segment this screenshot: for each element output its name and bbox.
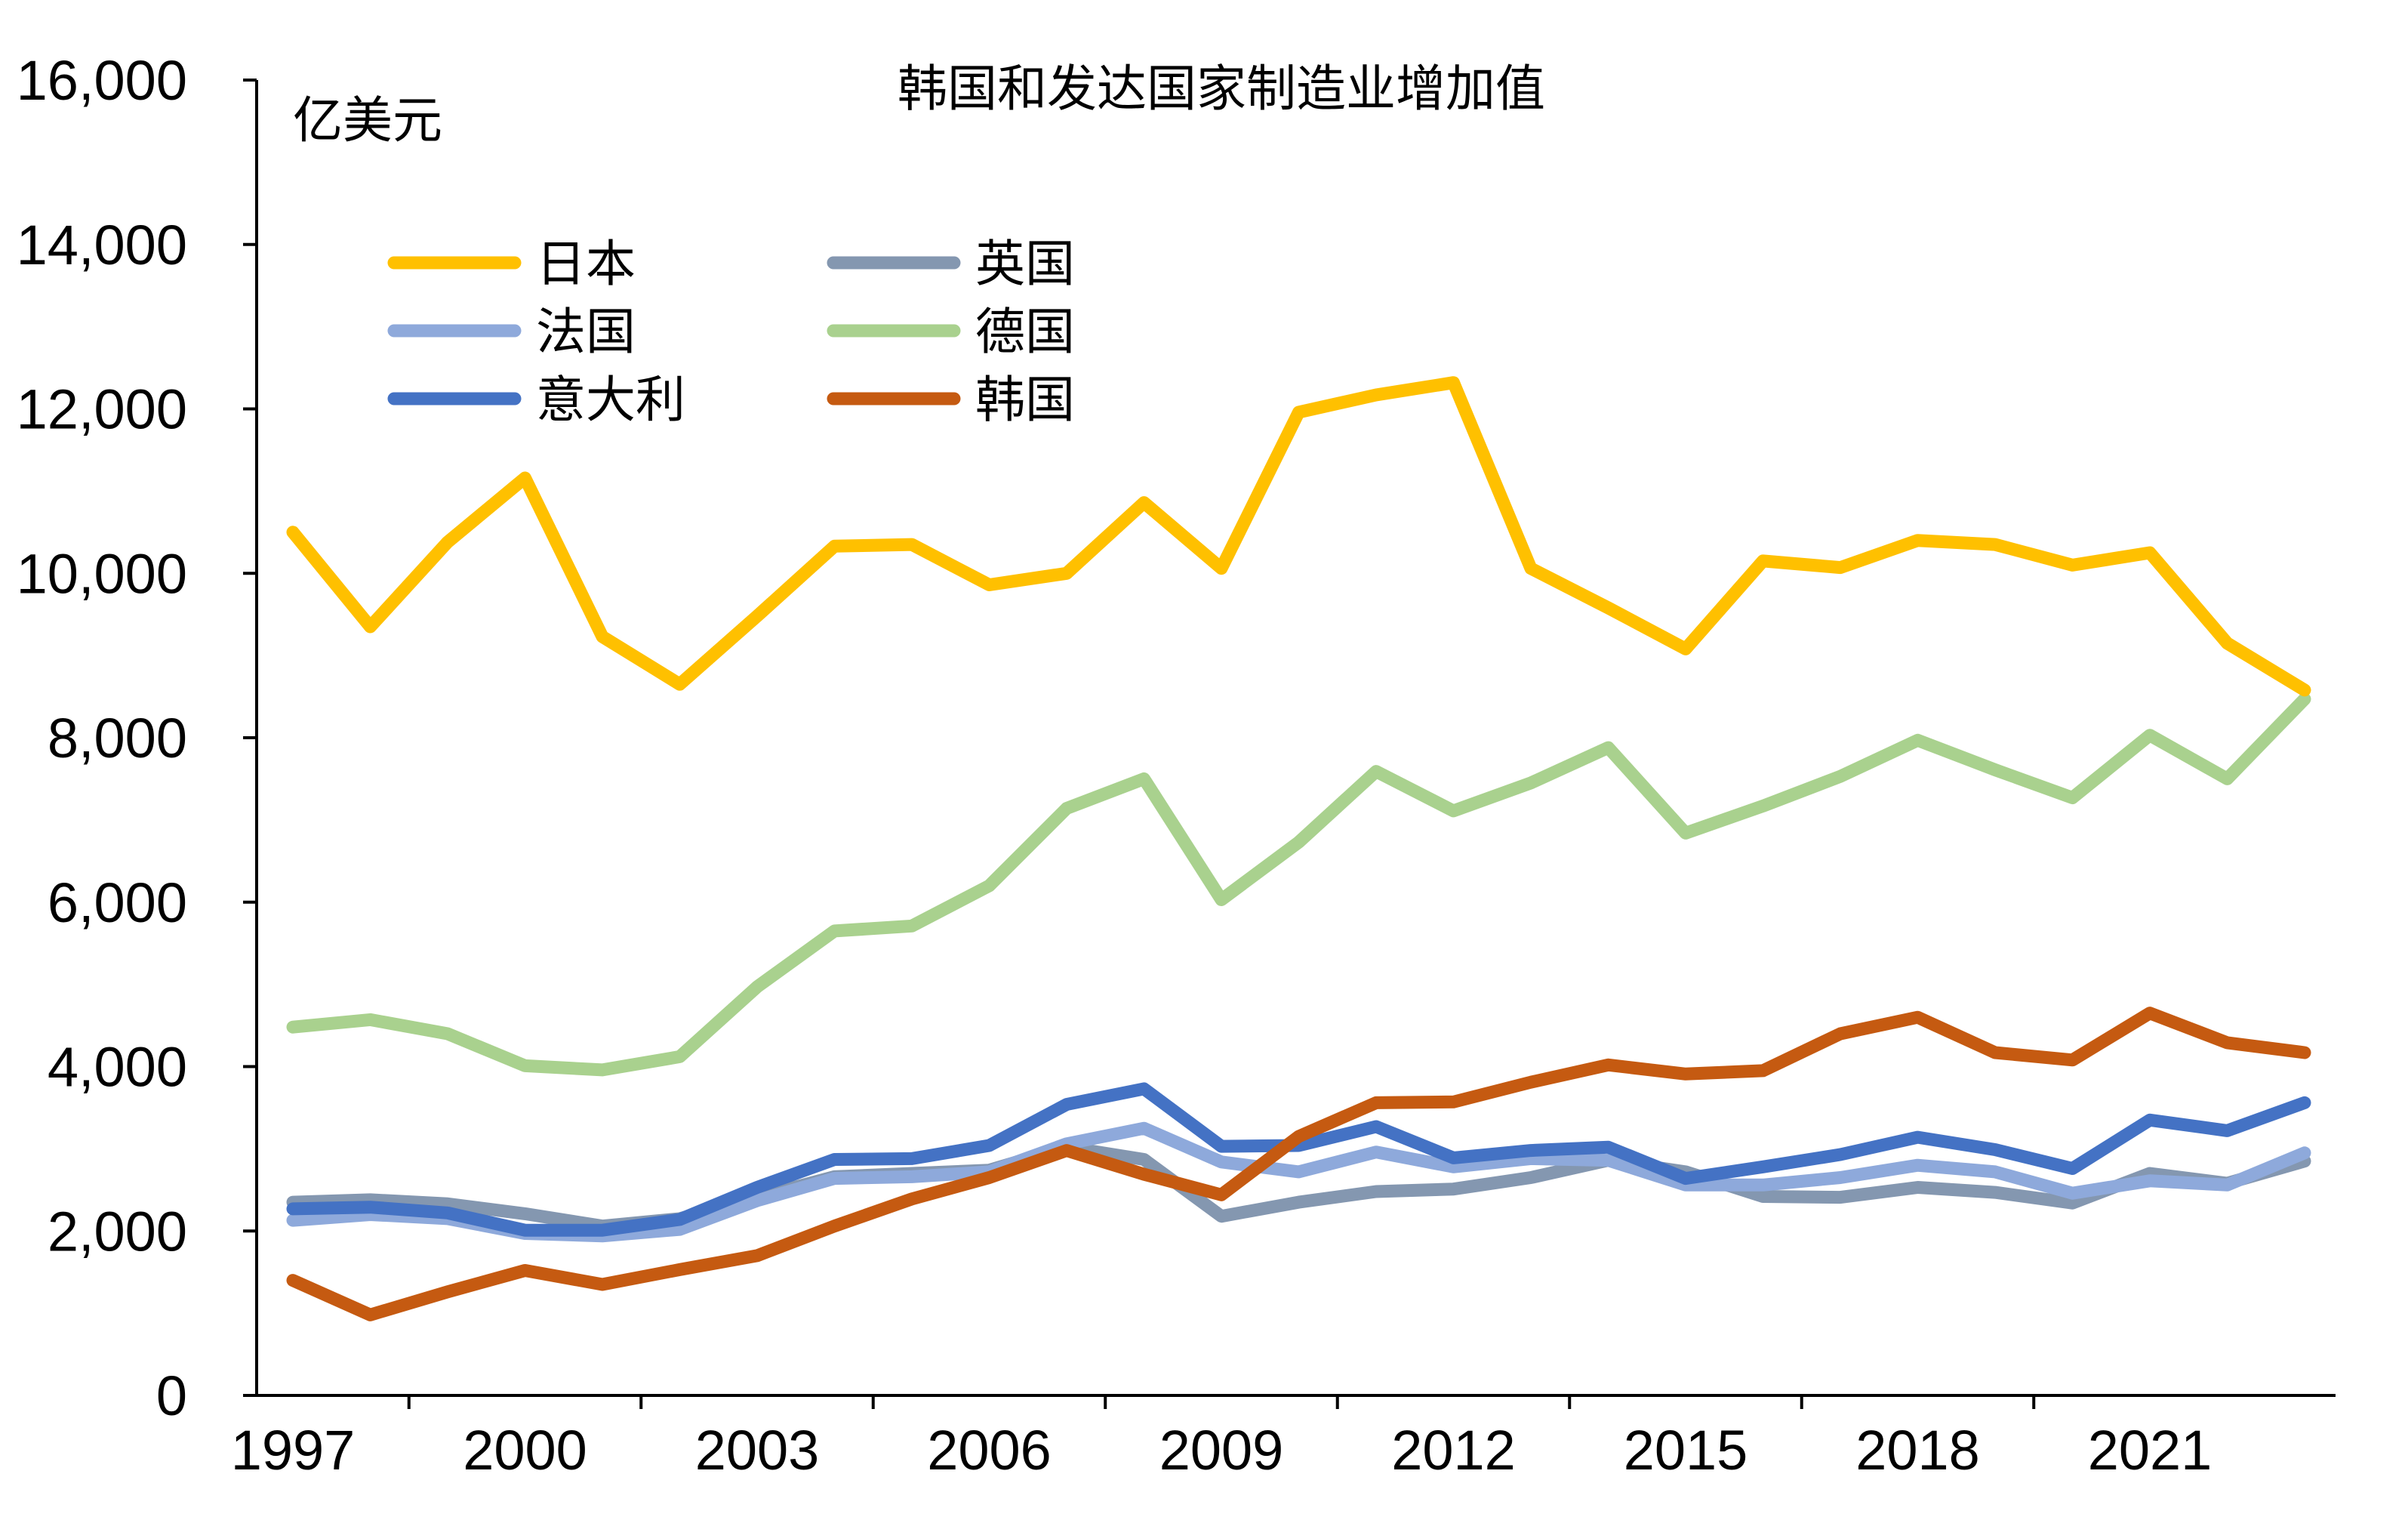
x-tick-label: 2003: [695, 1419, 820, 1482]
series-line-法国: [286, 1121, 2311, 1243]
y-tick-label: 0: [156, 1364, 187, 1427]
y-tick-label: 6,000: [48, 871, 187, 934]
y-tick-label: 14,000: [17, 214, 187, 276]
series-line-韩国: [286, 1007, 2311, 1321]
x-tick-label: 2015: [1624, 1419, 1748, 1482]
legend-label: 英国: [975, 235, 1075, 293]
y-tick-label: 8,000: [48, 707, 187, 769]
chart-title: 韩国和发达国家制造业增加值: [898, 60, 1545, 118]
y-axis-unit-label: 亿美元: [293, 91, 442, 150]
series-line-日本: [286, 376, 2311, 697]
series-line-德国: [286, 692, 2311, 1077]
legend-label: 德国: [975, 303, 1075, 361]
x-tick-label: 2006: [927, 1419, 1052, 1482]
series-line-意大利: [286, 1082, 2311, 1237]
x-tick-label: 2000: [463, 1419, 587, 1482]
x-tick-label: 2021: [2088, 1419, 2212, 1482]
y-tick-label: 16,000: [17, 49, 187, 112]
legend-label: 韩国: [975, 371, 1075, 429]
y-tick-label: 10,000: [17, 542, 187, 605]
legend-label: 日本: [536, 235, 636, 293]
legend-label: 意大利: [536, 371, 685, 429]
x-tick-label: 2018: [1855, 1419, 1980, 1482]
y-tick-label: 2,000: [48, 1200, 187, 1263]
x-axis-ticks: 1997 2000 2003 2006 2009 2012 2015 2018 2021: [231, 1395, 2212, 1482]
y-tick-label: 12,000: [17, 378, 187, 441]
legend-label: 法国: [536, 303, 636, 361]
x-tick-label: 2012: [1391, 1419, 1516, 1482]
y-tick-label: 4,000: [48, 1036, 187, 1099]
y-axis-ticks: 0 2,000 4,000 6,000 8,000 10,000 12,000 14,000 1…: [17, 49, 257, 1427]
series-line-英国: [286, 1140, 2311, 1233]
x-tick-label: 2009: [1159, 1419, 1284, 1482]
series-lines: [286, 376, 2311, 1321]
x-tick-label: 1997: [231, 1419, 356, 1482]
